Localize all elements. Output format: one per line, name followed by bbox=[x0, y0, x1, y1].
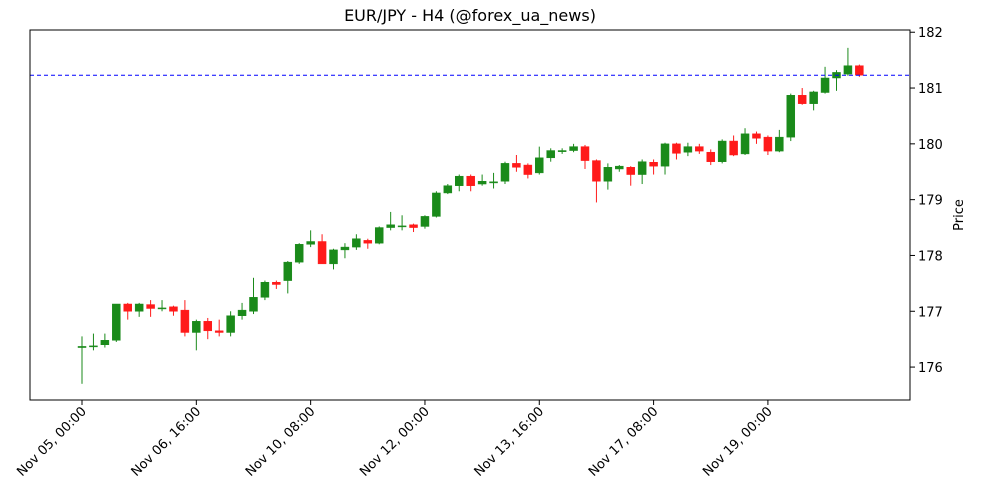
candle-body bbox=[306, 241, 315, 245]
y-tick-label: 177 bbox=[918, 305, 943, 320]
candle-body bbox=[146, 304, 155, 309]
candle-body bbox=[695, 146, 704, 152]
candle-body bbox=[637, 161, 647, 175]
y-tick-label: 182 bbox=[918, 26, 943, 41]
candle-body bbox=[592, 160, 601, 182]
candle-body bbox=[89, 345, 98, 348]
candle-body bbox=[626, 167, 635, 175]
candle-body bbox=[706, 151, 715, 162]
candle-body bbox=[660, 143, 670, 167]
candle-body bbox=[455, 175, 464, 186]
candle-body bbox=[112, 303, 121, 341]
candle-body bbox=[237, 309, 247, 316]
candle-body bbox=[786, 95, 796, 138]
candle-body bbox=[843, 65, 853, 75]
candle-body bbox=[443, 185, 453, 194]
candle-body bbox=[489, 181, 498, 184]
candle-body bbox=[169, 306, 178, 312]
candle-body bbox=[752, 133, 761, 139]
candle-body bbox=[260, 281, 270, 298]
candle-body bbox=[226, 315, 235, 333]
candle-body bbox=[203, 321, 213, 332]
candle-body bbox=[272, 281, 281, 285]
candle-body bbox=[729, 140, 738, 156]
candle-body bbox=[420, 216, 430, 227]
candle-body bbox=[317, 241, 327, 265]
candle-body bbox=[535, 157, 544, 174]
candle-body bbox=[329, 249, 338, 265]
candle-body bbox=[855, 65, 864, 76]
y-tick-label: 178 bbox=[918, 249, 943, 264]
candle-body bbox=[340, 246, 350, 251]
candle-body bbox=[546, 150, 555, 159]
candle-body bbox=[569, 146, 578, 151]
candle-body bbox=[134, 303, 144, 312]
candle-body bbox=[775, 136, 784, 152]
candle-body bbox=[500, 163, 510, 182]
candle-body bbox=[615, 165, 624, 170]
candle-body bbox=[672, 143, 681, 154]
candle-body bbox=[283, 261, 293, 281]
axes-frame bbox=[29, 29, 911, 401]
candle-body bbox=[214, 330, 224, 333]
candle-body bbox=[603, 167, 613, 182]
candle-body bbox=[386, 224, 395, 228]
candle-body bbox=[77, 346, 87, 348]
candle-body bbox=[557, 150, 567, 152]
candle-body bbox=[477, 180, 487, 185]
candle-body bbox=[397, 225, 407, 228]
candle-body bbox=[683, 146, 693, 153]
candle-body bbox=[763, 136, 773, 152]
y-tick-label: 179 bbox=[918, 194, 943, 209]
candle-body bbox=[294, 244, 304, 263]
y-axis-label: Price bbox=[952, 199, 967, 231]
y-tick-label: 176 bbox=[918, 361, 943, 376]
candle-body bbox=[157, 307, 167, 310]
candle-body bbox=[717, 140, 727, 162]
candle-body bbox=[374, 227, 384, 244]
candle-body bbox=[512, 163, 521, 168]
candle-body bbox=[249, 297, 258, 312]
candle-body bbox=[820, 77, 830, 93]
candle-body bbox=[523, 164, 533, 175]
plot-area bbox=[30, 47, 910, 384]
candle-body bbox=[363, 240, 373, 244]
candle-body bbox=[649, 162, 658, 167]
y-tick-label: 180 bbox=[918, 138, 943, 153]
candle-body bbox=[192, 321, 201, 333]
candle-body bbox=[352, 238, 361, 248]
candle-body bbox=[580, 146, 590, 161]
candle-body bbox=[180, 309, 190, 333]
candle-body bbox=[809, 91, 818, 104]
candle-body bbox=[432, 192, 441, 217]
candle-body bbox=[466, 175, 475, 186]
candle-body bbox=[797, 95, 807, 104]
candle-body bbox=[409, 224, 418, 228]
candle-body bbox=[100, 340, 110, 346]
candle-body bbox=[123, 303, 132, 312]
chart-title: EUR/JPY - H4 (@forex_ua_news) bbox=[344, 6, 596, 26]
candle-body bbox=[740, 133, 750, 155]
y-tick-label: 181 bbox=[918, 82, 943, 97]
